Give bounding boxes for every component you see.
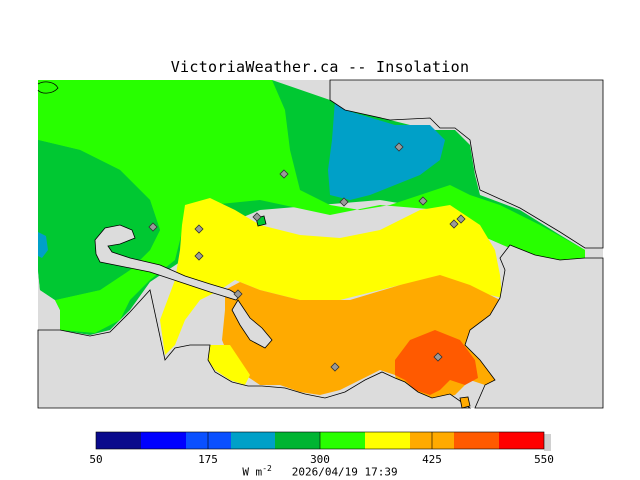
legend-swatch bbox=[186, 432, 208, 449]
water-bodies bbox=[37, 79, 604, 409]
station-markers bbox=[148, 142, 466, 372]
sea-southeast bbox=[464, 244, 604, 409]
station-marker[interactable] bbox=[194, 224, 204, 234]
contour-regions bbox=[38, 80, 585, 400]
legend-footer: W m-2 2026/04/19 17:39 bbox=[0, 464, 640, 479]
station-marker[interactable] bbox=[194, 251, 204, 261]
station-marker[interactable] bbox=[449, 219, 459, 229]
units-label: W m bbox=[242, 465, 263, 479]
legend-swatch bbox=[320, 432, 365, 449]
legend-tick-50: 50 bbox=[89, 453, 103, 466]
map-title: VictoriaWeather.ca -- Insolation bbox=[170, 58, 470, 76]
station-marker[interactable] bbox=[418, 196, 428, 206]
station-marker[interactable] bbox=[433, 352, 443, 362]
legend-swatch bbox=[432, 432, 454, 449]
station-marker[interactable] bbox=[456, 214, 466, 224]
island-south bbox=[459, 396, 471, 409]
legend-shadow bbox=[544, 434, 551, 451]
legend-swatch bbox=[96, 432, 141, 449]
station-marker[interactable] bbox=[233, 289, 243, 299]
legend-swatch bbox=[275, 432, 320, 449]
coastline bbox=[37, 81, 59, 94]
legend-swatch bbox=[454, 432, 499, 449]
station-marker[interactable] bbox=[252, 212, 262, 222]
sea-east bbox=[329, 79, 604, 249]
harbour bbox=[231, 299, 273, 349]
inlet-west bbox=[94, 224, 241, 301]
contour-yellow-sw bbox=[208, 345, 250, 385]
station-marker[interactable] bbox=[279, 169, 289, 179]
legend-tick-425: 425 bbox=[422, 453, 442, 466]
legend-tick-300: 300 bbox=[310, 453, 330, 466]
legend-swatch bbox=[499, 432, 544, 449]
sea-south bbox=[37, 289, 472, 409]
contour-yellow bbox=[160, 198, 502, 355]
station-marker[interactable] bbox=[330, 362, 340, 372]
legend-swatch bbox=[231, 432, 275, 449]
contour-bright-green-west bbox=[38, 80, 585, 333]
legend-tick-175: 175 bbox=[198, 453, 218, 466]
legend-tick-550: 550 bbox=[534, 453, 554, 466]
legend-swatch bbox=[365, 432, 410, 449]
units-exponent: -2 bbox=[262, 464, 272, 473]
timestamp: 2026/04/19 17:39 bbox=[291, 465, 398, 479]
legend-swatch bbox=[141, 432, 186, 449]
contour-red-orange bbox=[395, 330, 478, 395]
contour-blue-north bbox=[328, 100, 445, 200]
legend-swatch bbox=[208, 432, 231, 449]
contour-blue-west bbox=[38, 232, 48, 258]
station-marker[interactable] bbox=[148, 222, 158, 232]
station-marker[interactable] bbox=[394, 142, 404, 152]
station-marker[interactable] bbox=[339, 197, 349, 207]
legend-swatch bbox=[410, 432, 432, 449]
color-legend bbox=[95, 431, 551, 451]
